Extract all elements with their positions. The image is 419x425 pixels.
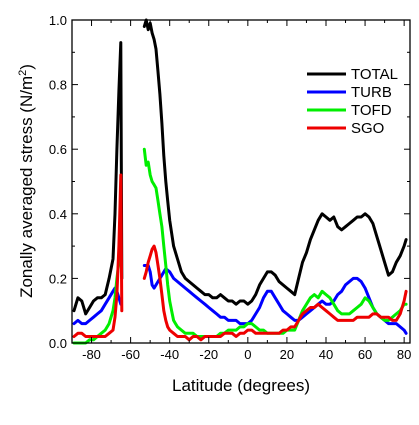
legend-label-total: TOTAL: [351, 66, 398, 83]
x-tick-label: -20: [199, 347, 218, 362]
series-line-sgo-2: [142, 244, 408, 342]
y-tick-label: 0.2: [49, 271, 67, 286]
y-tick-label: 0.0: [49, 336, 67, 351]
series-line-sgo-1: [72, 173, 124, 338]
y-tick-label: 1.0: [49, 13, 67, 28]
x-axis-title: Latitude (degrees): [172, 376, 310, 395]
series-line-total-2: [142, 18, 408, 306]
series-line-tofd-2: [142, 147, 408, 338]
legend-label-sgo: SGO: [351, 120, 384, 137]
series-line-turb-2: [142, 264, 408, 335]
tick-layer: -80 -60 -40 -20 0 20 40 60 80 0.0 0.2 0.4 0.6 0.8 1.0: [49, 13, 411, 362]
legend-label-tofd: TOFD: [351, 102, 392, 119]
x-tick-label: -80: [82, 347, 101, 362]
series-layer: [72, 18, 408, 345]
x-tick-label: 40: [319, 347, 333, 362]
x-tick-label: -60: [121, 347, 140, 362]
series-line-total-1: [72, 41, 124, 316]
x-tick-label: 80: [397, 347, 411, 362]
y-axis-title-superscript: 2: [17, 70, 29, 76]
x-tick-label: 60: [358, 347, 372, 362]
y-tick-label: 0.6: [49, 142, 67, 157]
y-tick-label: 0.4: [49, 207, 67, 222]
y-axis-title-main: Zonally averaged stress (N/m: [17, 76, 36, 298]
y-tick-label: 0.8: [49, 78, 67, 93]
legend-label-turb: TURB: [351, 84, 392, 101]
y-axis-title: Zonally averaged stress (N/m2): [17, 64, 36, 298]
x-tick-label: 0: [244, 347, 251, 362]
y-axis-title-tail: ): [17, 64, 36, 70]
x-tick-label: -40: [160, 347, 179, 362]
x-tick-label: 20: [280, 347, 294, 362]
legend: TOTAL TURB TOFD SGO: [307, 66, 398, 137]
